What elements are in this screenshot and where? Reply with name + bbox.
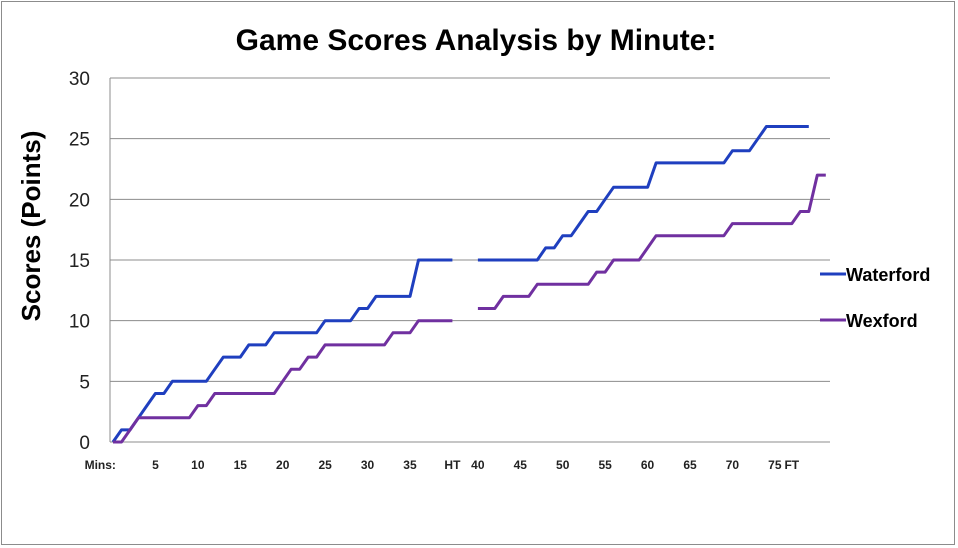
x-tick-label: 30 — [361, 458, 375, 472]
gridlines — [109, 77, 830, 443]
x-tick-label: FT — [784, 458, 799, 472]
y-tick-label: 30 — [69, 69, 90, 90]
y-axis-label: Scores (Points) — [16, 131, 46, 322]
x-tick-label: 60 — [641, 458, 655, 472]
x-tick-label: 45 — [514, 458, 528, 472]
chart-title: Game Scores Analysis by Minute: — [236, 24, 717, 57]
x-axis-ticks: Mins: 5 10 15 20 25 30 35 HT 40 45 50 55 60 65 70 75 FT — [85, 458, 800, 472]
x-tick-label: 35 — [403, 458, 417, 472]
x-tick-label: 50 — [556, 458, 570, 472]
legend-label-waterford: Waterford — [846, 265, 930, 285]
x-tick-label: 25 — [318, 458, 332, 472]
x-tick-label: HT — [444, 458, 461, 472]
y-tick-label: 15 — [69, 251, 90, 272]
series-line-waterford-2 — [477, 125, 809, 262]
x-tick-label: 40 — [471, 458, 485, 472]
y-tick-label: 10 — [69, 312, 90, 333]
series-line-wexford-2 — [477, 173, 826, 310]
legend-label-wexford: Wexford — [846, 311, 918, 331]
x-tick-label: 15 — [234, 458, 248, 472]
x-tick-label: 5 — [152, 458, 159, 472]
series-lines — [111, 125, 826, 444]
x-tick-label: 75 — [768, 458, 782, 472]
x-tick-label: Mins: — [85, 458, 116, 472]
x-tick-label: 65 — [683, 458, 697, 472]
y-tick-label: 5 — [79, 372, 90, 393]
x-tick-label: 20 — [276, 458, 290, 472]
x-tick-label: 70 — [726, 458, 740, 472]
y-tick-label: 25 — [69, 130, 90, 151]
series-line-waterford-1 — [111, 258, 453, 443]
series-line-wexford-1 — [113, 319, 453, 444]
x-tick-label: 55 — [598, 458, 612, 472]
y-tick-label: 20 — [69, 190, 90, 211]
x-tick-label: 10 — [191, 458, 205, 472]
y-axis-ticks: 0 5 10 15 20 25 30 — [69, 69, 90, 454]
y-tick-label: 0 — [79, 433, 90, 454]
legend: Waterford Wexford — [820, 265, 930, 331]
